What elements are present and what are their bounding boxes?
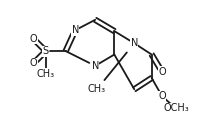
Text: O: O xyxy=(30,58,37,68)
Text: CH₃: CH₃ xyxy=(88,84,106,94)
Text: OCH₃: OCH₃ xyxy=(163,103,189,113)
Text: N: N xyxy=(131,38,138,48)
Text: O: O xyxy=(158,91,166,101)
Text: N: N xyxy=(92,61,99,71)
Text: O: O xyxy=(30,34,37,44)
Text: O: O xyxy=(158,67,166,77)
Text: N: N xyxy=(72,25,79,35)
Text: CH₃: CH₃ xyxy=(37,69,55,79)
Text: S: S xyxy=(43,46,49,56)
